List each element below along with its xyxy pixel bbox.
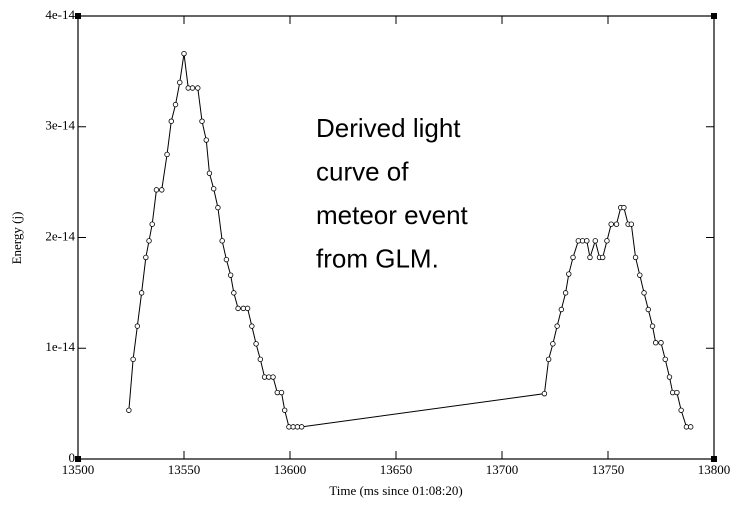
point [621, 204, 627, 211]
point [130, 356, 136, 363]
x-tick-label: 13600 [274, 462, 307, 477]
point [554, 323, 560, 329]
point [658, 340, 664, 346]
point [231, 290, 237, 296]
point [159, 187, 165, 193]
point [227, 272, 234, 278]
point [298, 424, 305, 430]
point [177, 79, 183, 86]
x-axis-label: Time (ms since 01:08:20) [329, 483, 463, 498]
x-tick-label: 13500 [62, 462, 95, 477]
point [545, 356, 552, 363]
annotation-line: Derived light [316, 113, 461, 143]
point [138, 290, 145, 296]
point [584, 238, 590, 244]
plot-frame [77, 15, 715, 460]
point [257, 356, 264, 363]
point [219, 238, 225, 244]
point [282, 407, 288, 413]
point [600, 254, 606, 261]
y-tick-label: 1e-14 [45, 339, 75, 354]
annotation: Derived light curve of meteor event from GL… [316, 113, 469, 274]
point [604, 238, 610, 244]
point [126, 407, 132, 413]
point [223, 256, 230, 263]
point [164, 151, 170, 158]
point [203, 137, 209, 143]
point [562, 290, 569, 296]
point [541, 390, 548, 397]
point [637, 272, 643, 278]
x-tick-label: 13800 [698, 462, 731, 477]
point [645, 306, 651, 313]
point [168, 118, 174, 124]
point [550, 341, 556, 347]
point [687, 424, 694, 430]
point [632, 254, 639, 261]
point [613, 221, 620, 227]
point [195, 85, 201, 91]
annotation-line: curve of [316, 157, 409, 187]
point [146, 238, 152, 244]
point [558, 306, 565, 313]
point [172, 101, 179, 108]
point [134, 323, 141, 329]
x-tick-label: 13550 [168, 462, 201, 477]
x-tick-label: 13700 [486, 462, 519, 477]
point [199, 118, 205, 124]
point [149, 221, 155, 227]
point [592, 238, 598, 244]
point [210, 186, 217, 192]
point [608, 221, 614, 227]
point [628, 221, 635, 227]
point [278, 389, 285, 396]
point [674, 389, 680, 396]
point [649, 323, 656, 329]
point [678, 407, 684, 413]
point [653, 340, 659, 346]
point [153, 187, 160, 193]
annotation-line: meteor event [316, 200, 469, 230]
point [570, 254, 576, 261]
y-tick-label: 0 [69, 450, 76, 465]
point [215, 204, 221, 211]
point [181, 50, 187, 57]
point [587, 254, 593, 261]
point [666, 374, 673, 380]
x-tick-label: 13750 [592, 462, 625, 477]
annotation-line: from GLM. [316, 244, 439, 274]
y-axis-label: Energy (j) [9, 212, 24, 265]
x-tick-label: 13650 [380, 462, 413, 477]
point [189, 85, 196, 91]
y-tick-label: 4e-14 [45, 7, 75, 22]
point [143, 254, 149, 261]
point [566, 271, 572, 277]
point [253, 341, 259, 347]
point [662, 356, 668, 363]
point [235, 305, 241, 312]
y-tick-label: 3e-14 [45, 118, 75, 133]
point [249, 323, 255, 329]
point [641, 290, 647, 296]
point [244, 305, 251, 312]
point [270, 374, 276, 380]
point [206, 170, 213, 176]
y-tick-label: 2e-14 [45, 228, 75, 243]
